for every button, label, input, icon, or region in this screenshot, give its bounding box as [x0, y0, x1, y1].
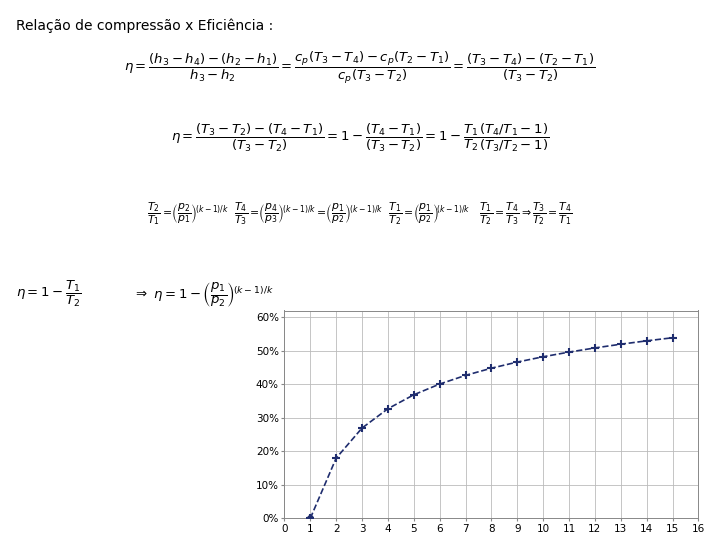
- Text: Relação de compressão x Eficiência :: Relação de compressão x Eficiência :: [16, 19, 273, 33]
- Text: $\eta = \dfrac{(T_3 - T_2) - (T_4 - T_1)}{(T_3 - T_2)} = 1 - \dfrac{(T_4 - T_1)}: $\eta = \dfrac{(T_3 - T_2) - (T_4 - T_1)…: [171, 122, 549, 154]
- Text: $\Rightarrow\ \eta = 1 - \left(\dfrac{p_1}{p_2}\right)^{\!(k-1)/k}$: $\Rightarrow\ \eta = 1 - \left(\dfrac{p_…: [133, 280, 274, 309]
- Text: $\eta = 1 - \dfrac{T_1}{T_2}$: $\eta = 1 - \dfrac{T_1}{T_2}$: [16, 279, 81, 309]
- Text: $\dfrac{T_2}{T_1} = \!\left(\dfrac{p_2}{p_1}\right)^{\!(k-1)/k}\ \ \dfrac{T_4}{T: $\dfrac{T_2}{T_1} = \!\left(\dfrac{p_2}{…: [147, 200, 573, 227]
- Text: $\eta = \dfrac{(h_3 - h_4) - (h_2 - h_1)}{h_3 - h_2} = \dfrac{c_p(T_3 - T_4) - c: $\eta = \dfrac{(h_3 - h_4) - (h_2 - h_1)…: [125, 49, 595, 86]
